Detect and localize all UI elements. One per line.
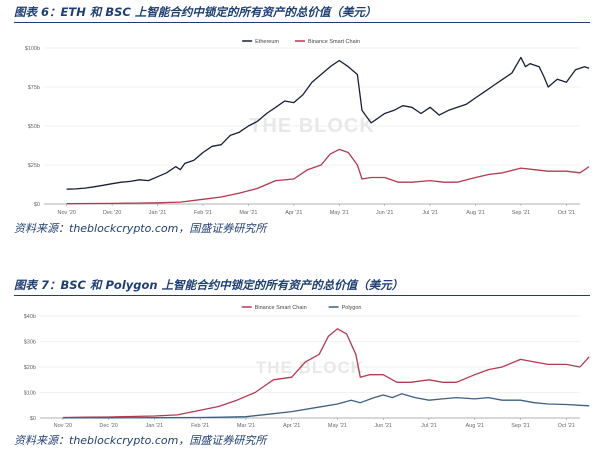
figure-7-chart-svg: THE BLOCK $0 $10b $20b $30b $40b Nov '20 Dec '2… [24, 305, 590, 429]
figure-6-source: 资料来源：theblockcrypto.com，国盛证券研究所 [14, 222, 267, 235]
x-tick-label: Jun '21 [376, 210, 394, 216]
y-tick-label: $75b [28, 85, 40, 91]
x-tick-label: Jan '21 [146, 423, 164, 429]
x-tick-label: Sep '21 [511, 423, 529, 429]
legend-label-binance-smart-chain: Binance Smart Chain [255, 305, 307, 311]
figure-7-chart: THE BLOCK $0 $10b $20b $30b $40b Nov '20 Dec '2… [14, 298, 590, 430]
x-tick-label: Aug '21 [466, 423, 484, 429]
y-tick-label: $30b [24, 340, 36, 346]
figure-6-title-rule [14, 22, 590, 23]
figure-7-title: 图表 7：BSC 和 Polygon 上智能合约中锁定的所有资产的总价值（美元） [14, 278, 404, 292]
x-tick-label: Jun '21 [374, 423, 392, 429]
legend-label-polygon: Polygon [342, 305, 362, 311]
figure-7-source: 资料来源：theblockcrypto.com，国盛证券研究所 [14, 434, 267, 447]
x-tick-label: Sep '21 [512, 210, 530, 216]
y-tick-label: $25b [28, 163, 40, 169]
y-tick-label: $0 [30, 416, 36, 422]
y-tick-label: $0 [34, 202, 40, 208]
x-tick-label: Mar '21 [239, 210, 257, 216]
y-tick-label: $100b [25, 46, 40, 52]
y-tick-label: $20b [24, 365, 36, 371]
x-tick-label: Jan '21 [149, 210, 167, 216]
legend-label-ethereum: Ethereum [255, 39, 279, 45]
x-tick-label: Jul '21 [422, 210, 438, 216]
watermark-text: THE BLOCK [256, 358, 364, 377]
x-tick-label: Oct '21 [558, 423, 575, 429]
x-tick-label: Jul '21 [421, 423, 437, 429]
x-tick-label: Feb '21 [194, 210, 212, 216]
legend-label-binance-smart-chain: Binance Smart Chain [308, 39, 360, 45]
y-tick-label: $40b [24, 314, 36, 320]
x-tick-label: Feb '21 [191, 423, 209, 429]
figure-6-title: 图表 6：ETH 和 BSC 上智能合约中锁定的所有资产的总价值（美元） [14, 5, 377, 19]
x-tick-label: Nov '20 [54, 423, 72, 429]
x-tick-label: May '21 [328, 423, 347, 429]
x-tick-label: Aug '21 [466, 210, 484, 216]
x-tick-label: Apr '21 [285, 210, 302, 216]
x-tick-label: Mar '21 [237, 423, 255, 429]
x-tick-label: Apr '21 [283, 423, 300, 429]
x-tick-label: May '21 [330, 210, 349, 216]
series-line-binance-smart-chain [66, 148, 590, 205]
figure-6-chart: THE BLOCK $0 $25b $50b $75b $100b Nov '20 Dec '… [14, 30, 590, 216]
figure-7-title-rule [14, 295, 590, 296]
series-line-binance-smart-chain [62, 328, 590, 419]
x-tick-label: Dec '20 [99, 423, 117, 429]
x-tick-label: Nov '20 [57, 210, 75, 216]
x-tick-label: Oct '21 [558, 210, 575, 216]
series-line-ethereum [66, 56, 590, 190]
series-line-polygon [62, 393, 590, 419]
y-tick-label: $50b [28, 124, 40, 130]
x-tick-label: Dec '20 [103, 210, 121, 216]
y-tick-label: $10b [24, 391, 36, 397]
